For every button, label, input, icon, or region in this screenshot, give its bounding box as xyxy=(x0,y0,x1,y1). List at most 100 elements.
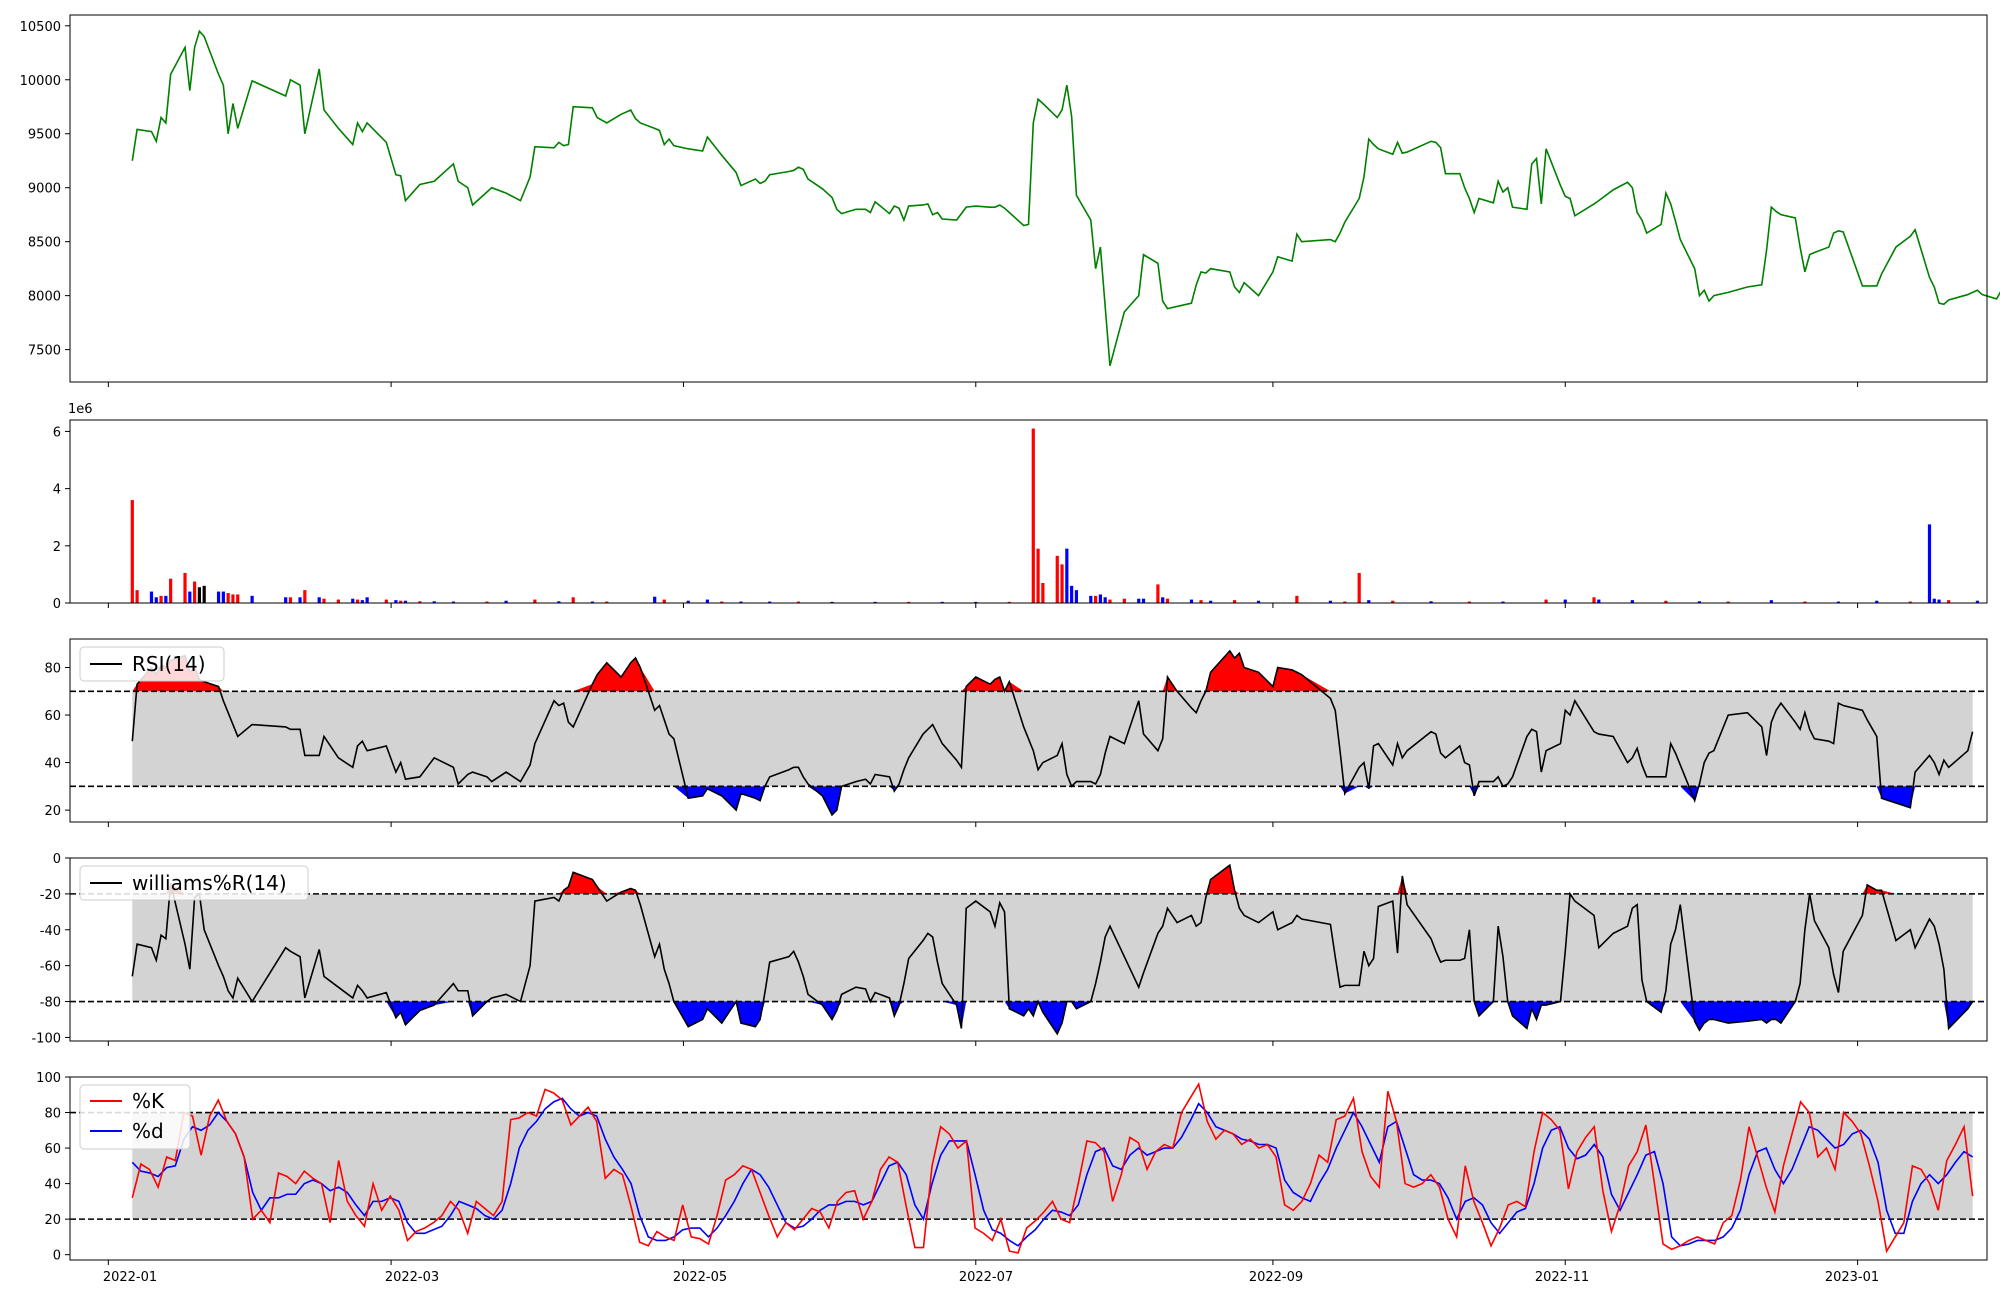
percent-k-line xyxy=(131,1082,1974,1254)
x-tick-label: 2022-11 xyxy=(1535,1270,1589,1285)
x-tick-label: 2022-03 xyxy=(385,1270,439,1285)
volume-bar xyxy=(1630,600,1634,603)
y-tick-label: -20 xyxy=(40,888,61,903)
volume-bar xyxy=(1093,595,1098,603)
price-line xyxy=(131,29,2000,367)
volume-bar xyxy=(1036,548,1040,603)
y-tick-label: 0 xyxy=(53,852,61,867)
volume-bar xyxy=(796,601,801,603)
rsi-line xyxy=(131,649,1974,817)
y-tick-label: 40 xyxy=(44,1178,61,1193)
volume-bar xyxy=(1189,599,1194,603)
volume-bar xyxy=(1726,601,1730,603)
volume-bar xyxy=(739,601,743,603)
price-panel: 7500 8000 8500 9000 9500 10000 10500 xyxy=(20,14,2000,387)
volume-bar xyxy=(298,597,302,603)
volume-bar xyxy=(169,578,173,603)
volume-bar xyxy=(533,599,537,603)
panel-frame xyxy=(69,1076,1988,1261)
volume-bar xyxy=(149,591,154,603)
legend-box xyxy=(79,865,309,901)
panel-frame xyxy=(69,638,1988,823)
volume-bar xyxy=(662,599,666,603)
percent-d-line xyxy=(131,1097,1974,1247)
volume-bar xyxy=(1070,585,1074,603)
y-tick-label: 80 xyxy=(44,662,61,677)
volume-bar xyxy=(193,581,197,603)
volume-bar xyxy=(1108,599,1112,603)
volume-bar xyxy=(1875,600,1879,603)
volume-bar xyxy=(135,590,139,603)
volume-bar xyxy=(1256,600,1261,603)
y-tick-label: 8500 xyxy=(28,236,61,251)
volume-bar xyxy=(418,601,422,603)
volume-bar xyxy=(1103,597,1107,603)
y-tick-label: -80 xyxy=(40,996,61,1011)
volume-bar xyxy=(1927,524,1932,603)
volume-bar xyxy=(1429,601,1433,603)
volume-bar xyxy=(907,601,911,603)
volume-bar xyxy=(1367,600,1371,603)
x-tick-label: 2022-01 xyxy=(103,1270,157,1285)
volume-bar xyxy=(605,601,609,603)
y-tick-label: -40 xyxy=(40,924,61,939)
volume-bar xyxy=(451,601,455,603)
volume-bar xyxy=(317,597,321,603)
volume-bar xyxy=(394,600,398,603)
volume-bar xyxy=(768,601,772,603)
volume-bar xyxy=(720,601,724,603)
volume-bar xyxy=(1597,599,1601,603)
panel-frame xyxy=(69,857,1988,1042)
x-tick-label: 2023-01 xyxy=(1825,1270,1879,1285)
volume-bar xyxy=(1161,597,1165,603)
y-tick-label: 100 xyxy=(36,1071,61,1086)
volume-bar xyxy=(164,595,168,603)
legend-label: RSI(14) xyxy=(132,652,206,676)
y-tick-label: 4 xyxy=(53,483,61,498)
volume-bar xyxy=(403,600,408,603)
volume-bar xyxy=(183,572,187,603)
y-tick-label: 10500 xyxy=(20,20,61,35)
volume-bar xyxy=(705,599,710,603)
y-tick-label: -60 xyxy=(40,960,61,975)
volume-bar xyxy=(1122,598,1126,603)
volume-bar xyxy=(130,500,134,603)
neutral-band xyxy=(132,893,1973,1002)
volume-bar xyxy=(485,601,489,603)
volume-bar xyxy=(1501,601,1505,603)
y-tick-label: 2 xyxy=(53,540,61,555)
y-tick-label: 20 xyxy=(44,1213,61,1228)
volume-bar xyxy=(1137,598,1141,603)
y-tick-label: 20 xyxy=(44,804,61,819)
volume-bar xyxy=(1343,601,1347,603)
volume-bar xyxy=(197,587,201,603)
volume-bar xyxy=(1098,594,1102,603)
volume-bar xyxy=(221,591,225,603)
legend-label: %d xyxy=(132,1119,164,1143)
volume-bar xyxy=(432,601,436,603)
y-tick-label: 0 xyxy=(53,1249,61,1264)
williams-panel: -100 -80 -60 -40 -20 0 williams%R(14) xyxy=(31,852,1988,1046)
volume-bar xyxy=(303,590,307,603)
volume-bar xyxy=(399,600,403,603)
volume-bar xyxy=(1141,598,1146,603)
y-tick-label: 9000 xyxy=(28,182,61,197)
volume-bar xyxy=(360,600,364,603)
legend-box xyxy=(79,646,225,682)
volume-bar xyxy=(1592,597,1596,603)
y-tick-label: 9500 xyxy=(28,128,61,143)
volume-bar xyxy=(231,594,235,603)
volume-bar xyxy=(1007,601,1011,603)
volume-bar xyxy=(250,595,254,603)
volume-bar xyxy=(1947,600,1951,603)
volume-bar xyxy=(384,599,388,603)
volume-bar xyxy=(322,598,326,603)
volume-panel: 1e6 0 2 4 6 xyxy=(53,402,1988,612)
volume-bar xyxy=(226,592,230,603)
shared-date-axis: 2022-01 2022-03 2022-05 2022-07 2022-09 … xyxy=(103,1270,1879,1285)
stochastic-panel: 0 20 40 60 80 100 %K %d xyxy=(36,1071,1988,1265)
rsi-panel: 20 40 60 80 RSI(14) xyxy=(44,638,1988,827)
y-tick-label: 40 xyxy=(44,757,61,772)
volume-bar xyxy=(1199,600,1203,603)
